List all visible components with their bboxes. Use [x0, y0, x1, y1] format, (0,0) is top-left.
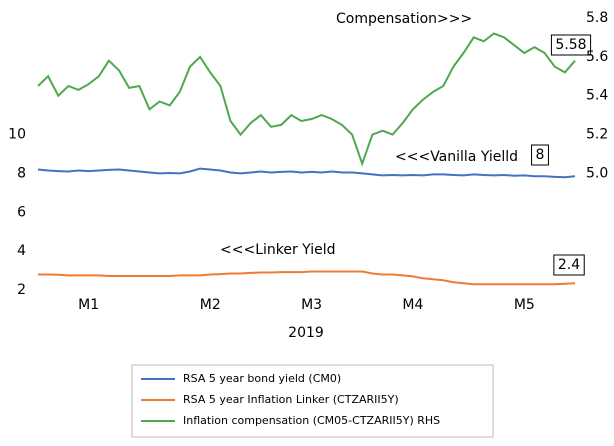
x-tick-label: M4: [402, 297, 423, 313]
y-tick-label: 10: [8, 127, 26, 143]
x-tick-label: M3: [301, 297, 322, 313]
annotation: <<<Vanilla Yielld: [395, 149, 518, 165]
annotation: 8: [536, 147, 545, 163]
annotation: <<<Linker Yield: [220, 242, 336, 258]
annotation-box: [553, 254, 585, 276]
annotation-box: [531, 144, 549, 166]
y2-tick-label: 5.4: [586, 88, 608, 104]
y-tick-label: 6: [17, 204, 26, 220]
x-axis-label: 2019: [288, 325, 324, 341]
y2-tick-label: 5.6: [586, 49, 608, 65]
y2-tick-label: 5.8: [586, 10, 608, 26]
y2-tick-label: 5.2: [586, 127, 608, 143]
legend-label: RSA 5 year bond yield (CM0): [183, 372, 341, 385]
x-tick-label: M5: [514, 297, 535, 313]
legend: RSA 5 year bond yield (CM0) RSA 5 year In…: [141, 372, 440, 427]
annotation: Compensation>>>: [336, 11, 472, 27]
legend-label: Inflation compensation (CM05-CTZARII5Y) …: [183, 414, 440, 427]
x-tick-label: M2: [200, 297, 221, 313]
y2-tick-label: 5.0: [586, 165, 608, 181]
y-tick-label: 2: [17, 282, 26, 298]
annotation-box: [550, 34, 592, 56]
y-tick-label: 8: [17, 165, 26, 181]
series-line: [38, 270, 576, 286]
x-tick-label: M1: [78, 297, 99, 313]
series-line: [37, 167, 576, 179]
annotation: 2.4: [558, 257, 580, 273]
y-tick-label: 4: [17, 243, 26, 259]
series-line: [37, 32, 576, 167]
legend-label: RSA 5 year Inflation Linker (CTZARII5Y): [183, 393, 399, 406]
annotation: 5.58: [555, 37, 586, 53]
legend-box: [131, 364, 494, 438]
